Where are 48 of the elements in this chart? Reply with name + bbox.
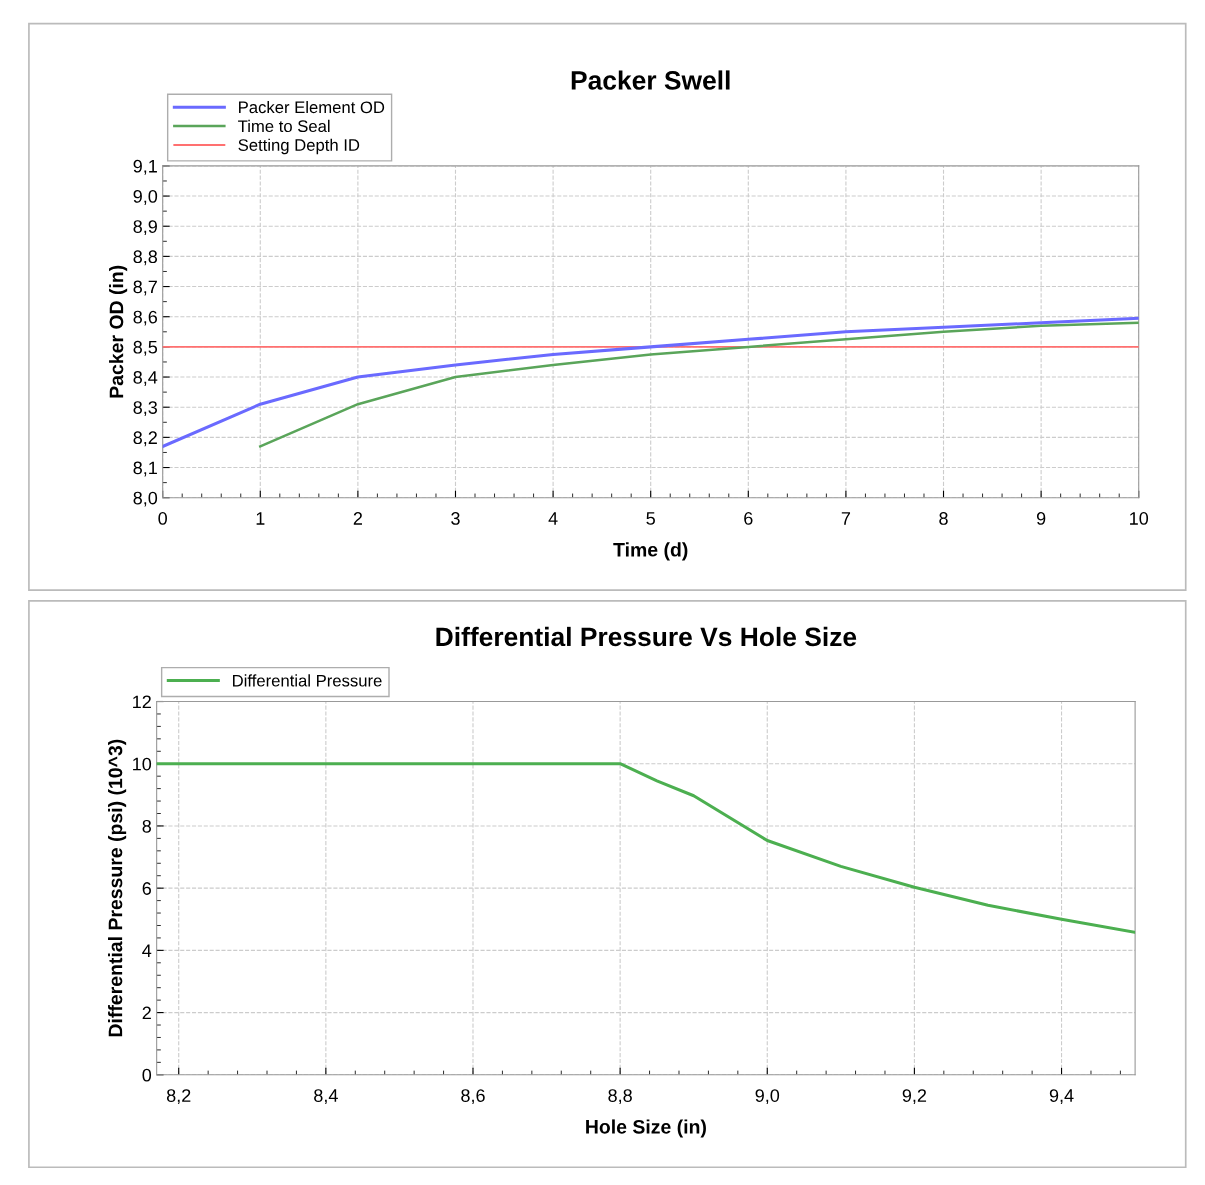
x-tick-label: 9 (1036, 512, 1046, 525)
y-tick-label: 0 (142, 1068, 152, 1082)
x-tick-label: 9,2 (902, 1089, 927, 1105)
y-tick-label: 8,6 (133, 310, 158, 326)
x-axis-title: Hole Size (in) (586, 1119, 706, 1138)
y-tick-label: 8,4 (133, 370, 158, 386)
x-tick-label: 8,2 (166, 1089, 191, 1105)
y-tick-label: 8,0 (133, 491, 158, 507)
y-tick-label: 8,5 (133, 340, 158, 356)
x-tick-label: 0 (158, 512, 167, 525)
y-axis-title: Packer OD (in) (109, 265, 128, 398)
y-tick-label: 9,1 (133, 159, 157, 175)
x-tick-label: 2 (353, 512, 362, 525)
y-tick-label: 2 (142, 1006, 151, 1020)
y-tick-label: 4 (142, 944, 152, 957)
x-tick-label: 10 (1130, 512, 1149, 525)
legend-label: Packer Element OD (239, 100, 385, 114)
x-tick-label: 8,6 (461, 1089, 485, 1105)
y-tick-label: 6 (142, 882, 151, 895)
x-tick-label: 8,4 (314, 1089, 338, 1105)
y-tick-label: 8,8 (133, 250, 158, 266)
x-tick-label: 9,4 (1049, 1089, 1074, 1105)
y-tick-label: 8,3 (133, 401, 158, 417)
x-tick-label: 3 (451, 512, 460, 525)
x-tick-label: 5 (646, 512, 655, 525)
legend-label: Setting Depth ID (238, 138, 360, 155)
y-tick-label: 8,7 (133, 280, 157, 296)
x-tick-label: 8,8 (608, 1089, 632, 1105)
y-axis-title: Differential Pressure (psi) (10^3) (108, 739, 127, 1037)
y-tick-label: 8,1 (133, 461, 157, 477)
y-tick-label: 12 (133, 695, 151, 709)
legend-label: Time to Seal (238, 119, 330, 133)
y-tick-label: 8,9 (133, 220, 157, 236)
y-tick-label: 8 (142, 819, 151, 833)
x-axis-title: Time (d) (613, 542, 688, 561)
x-tick-label: 9,0 (755, 1089, 780, 1105)
y-tick-label: 10 (133, 757, 152, 771)
x-tick-label: 4 (548, 512, 558, 525)
chart-title: Packer Swell (571, 70, 730, 90)
line-series (156, 762, 1136, 934)
chart-title: Differential Pressure Vs Hole Size (436, 626, 857, 647)
y-tick-label: 8,2 (133, 431, 157, 447)
x-tick-label: 7 (841, 512, 851, 525)
x-tick-label: 6 (744, 512, 753, 525)
x-tick-label: 1 (256, 512, 265, 525)
y-tick-label: 9,0 (133, 190, 158, 205)
x-tick-label: 8 (939, 512, 948, 525)
legend-label: Differential Pressure (233, 674, 382, 687)
